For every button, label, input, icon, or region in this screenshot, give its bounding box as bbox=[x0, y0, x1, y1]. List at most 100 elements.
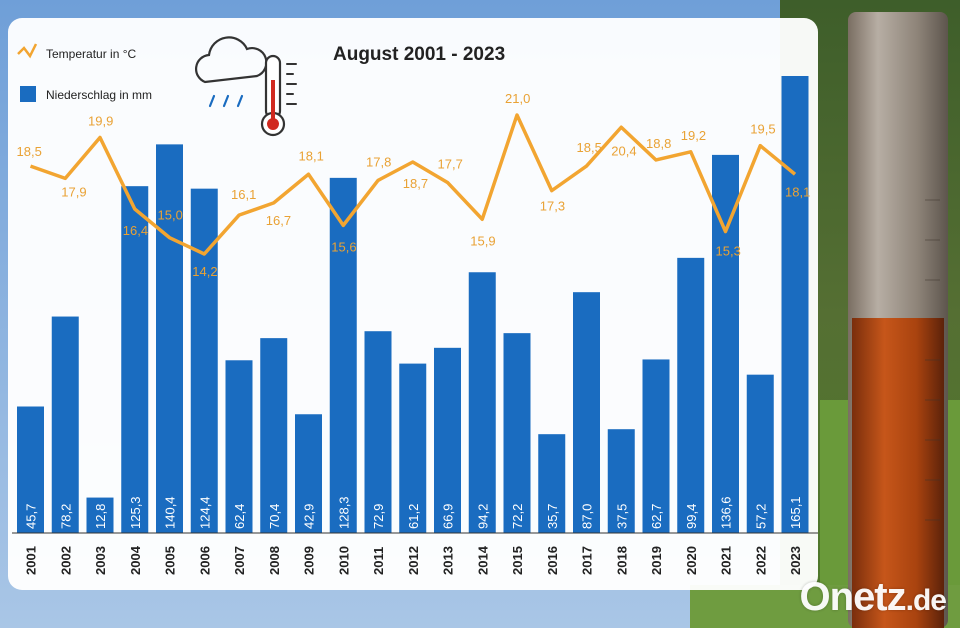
precipitation-bar bbox=[781, 76, 809, 533]
x-tick-label: 2019 bbox=[649, 546, 664, 575]
precipitation-value-label: 62,7 bbox=[649, 504, 664, 529]
x-tick-label: 2015 bbox=[510, 546, 525, 575]
temperature-value-label: 14,2 bbox=[192, 264, 217, 279]
x-tick-label: 2009 bbox=[302, 546, 317, 575]
precipitation-bar bbox=[260, 338, 288, 533]
precipitation-bar bbox=[17, 406, 44, 533]
precipitation-bar bbox=[399, 363, 427, 533]
x-tick-label: 2006 bbox=[197, 546, 212, 575]
x-tick-label: 2022 bbox=[753, 546, 768, 575]
temperature-value-label: 20,4 bbox=[611, 143, 636, 158]
temperature-value-label: 15,3 bbox=[716, 244, 741, 259]
precipitation-value-label: 57,2 bbox=[753, 504, 768, 529]
x-tick-label: 2018 bbox=[614, 546, 629, 575]
precipitation-value-label: 72,2 bbox=[510, 504, 525, 529]
temperature-value-label: 17,3 bbox=[540, 199, 565, 214]
x-tick-label: 2021 bbox=[719, 546, 734, 575]
precipitation-value-label: 12,8 bbox=[93, 504, 108, 529]
precipitation-value-label: 37,5 bbox=[614, 504, 629, 529]
x-tick-label: 2012 bbox=[406, 546, 421, 575]
legend-precipitation-label: Niederschlag in mm bbox=[46, 88, 152, 102]
precipitation-value-label: 128,3 bbox=[336, 496, 351, 529]
precipitation-bar bbox=[538, 434, 566, 533]
precipitation-value-label: 94,2 bbox=[475, 504, 490, 529]
precipitation-value-label: 72,9 bbox=[371, 504, 386, 529]
x-tick-label: 2001 bbox=[24, 546, 39, 575]
precipitation-value-label: 78,2 bbox=[58, 504, 73, 529]
legend: Temperatur in °C Niederschlag in mm bbox=[17, 43, 152, 102]
x-tick-label: 2008 bbox=[267, 546, 282, 575]
temperature-value-label: 16,1 bbox=[231, 187, 256, 202]
x-tick-label: 2014 bbox=[475, 545, 490, 575]
precipitation-bar bbox=[156, 144, 183, 534]
precipitation-value-label: 62,4 bbox=[232, 504, 247, 529]
temperature-labels: 18,5 17,9 19,9 16,4 15,0 14,2 16,1 16,7 18,1 15,6… bbox=[17, 91, 811, 279]
temperature-value-label: 18,1 bbox=[299, 148, 324, 163]
temperature-value-label: 18,5 bbox=[577, 140, 602, 155]
temperature-value-label: 17,9 bbox=[61, 184, 86, 199]
precipitation-value-label: 124,4 bbox=[197, 496, 212, 529]
precipitation-value-label: 165,1 bbox=[788, 496, 803, 529]
precipitation-bar bbox=[712, 154, 739, 533]
temperature-value-label: 17,8 bbox=[366, 154, 391, 169]
temperature-value-label: 19,2 bbox=[681, 128, 706, 143]
precipitation-bar bbox=[364, 331, 392, 533]
x-tick-label: 2002 bbox=[58, 546, 73, 575]
temperature-value-label: 18,8 bbox=[646, 136, 671, 151]
precipitation-value-label: 70,4 bbox=[267, 504, 282, 529]
temperature-value-label: 17,7 bbox=[438, 156, 463, 171]
temperature-value-label: 18,1 bbox=[785, 184, 810, 199]
precipitation-value-label: 42,9 bbox=[302, 504, 317, 529]
chart-title: August 2001 - 2023 bbox=[333, 44, 505, 65]
precipitation-bar bbox=[434, 347, 461, 533]
precipitation-bar bbox=[503, 333, 531, 533]
precipitation-bar bbox=[642, 359, 670, 533]
precipitation-bar bbox=[225, 360, 253, 533]
precipitation-bar bbox=[295, 414, 322, 533]
x-tick-label: 2003 bbox=[93, 546, 108, 575]
precipitation-value-label: 35,7 bbox=[545, 504, 560, 529]
x-tick-label: 2020 bbox=[684, 546, 699, 575]
precipitation-value-label: 125,3 bbox=[128, 496, 143, 529]
legend-temperature-label: Temperatur in °C bbox=[46, 47, 136, 61]
precipitation-bar bbox=[677, 257, 705, 533]
temperature-value-label: 18,5 bbox=[17, 144, 42, 159]
temperature-line bbox=[29, 113, 797, 256]
temperature-value-label: 15,9 bbox=[470, 233, 495, 248]
x-tick-label: 2010 bbox=[336, 546, 351, 575]
legend-bar-swatch bbox=[20, 86, 36, 102]
temperature-value-label: 19,5 bbox=[750, 122, 775, 137]
x-axis: 2001 2002 2003 2004 2005 2006 2007 2008 2009 2010… bbox=[12, 532, 818, 575]
x-tick-label: 2017 bbox=[580, 546, 595, 575]
temperature-value-label: 16,7 bbox=[266, 213, 291, 228]
x-tick-label: 2011 bbox=[371, 547, 386, 575]
x-tick-label: 2007 bbox=[232, 546, 247, 575]
precipitation-bars bbox=[17, 76, 809, 534]
temperature-value-label: 15,0 bbox=[158, 208, 183, 223]
precipitation-bar bbox=[190, 188, 218, 533]
temperature-value-label: 16,4 bbox=[123, 223, 148, 238]
x-tick-label: 2004 bbox=[128, 545, 143, 575]
precipitation-labels: 45,7 78,2 12,8 125,3 140,4 124,4 62,4 70,4 42,9 1… bbox=[24, 496, 804, 529]
legend-line-icon bbox=[17, 43, 38, 59]
site-watermark: Onetz.de bbox=[799, 575, 947, 620]
precipitation-value-label: 61,2 bbox=[406, 504, 421, 529]
watermark-tld: .de bbox=[905, 584, 947, 617]
precipitation-bar bbox=[573, 292, 600, 533]
precipitation-value-label: 45,7 bbox=[24, 504, 39, 529]
precipitation-bar bbox=[607, 429, 635, 533]
precipitation-value-label: 140,4 bbox=[163, 496, 178, 529]
precipitation-value-label: 66,9 bbox=[441, 504, 456, 529]
x-tick-label: 2013 bbox=[441, 546, 456, 575]
temperature-value-label: 19,9 bbox=[88, 113, 113, 128]
precipitation-bar bbox=[329, 177, 357, 534]
cloud-rain-icon bbox=[195, 36, 268, 108]
precipitation-value-label: 136,6 bbox=[719, 496, 734, 529]
precipitation-bar bbox=[121, 186, 149, 533]
precipitation-bar bbox=[86, 497, 114, 533]
temperature-value-label: 21,0 bbox=[505, 91, 530, 106]
watermark-main: Onetz bbox=[799, 575, 907, 619]
precipitation-bar bbox=[51, 316, 79, 533]
x-tick-label: 2023 bbox=[788, 546, 803, 575]
